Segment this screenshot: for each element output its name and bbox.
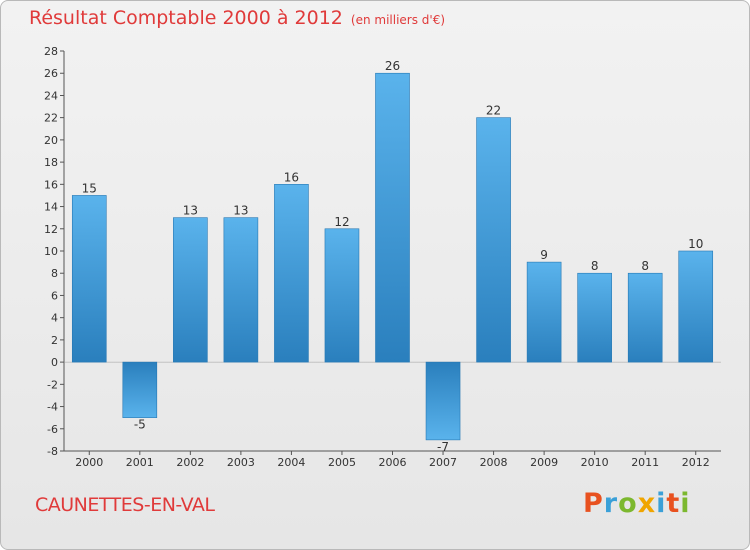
chart-unit: (en milliers d'€)	[350, 13, 446, 27]
value-label-2010: 8	[591, 259, 599, 273]
x-tick-label-2004: 2004	[277, 456, 305, 469]
y-tick-label: -4	[47, 401, 58, 414]
logo-letter: i	[680, 488, 691, 519]
y-tick-label: 22	[44, 112, 58, 125]
value-label-2003: 13	[233, 204, 248, 218]
x-tick-label-2006: 2006	[379, 456, 407, 469]
bar-2000	[71, 195, 107, 363]
commune-name: CAUNETTES-EN-VAL	[35, 494, 215, 516]
y-tick-label: 12	[44, 223, 58, 236]
y-tick-label: -8	[47, 445, 58, 458]
bar-2002	[173, 217, 208, 363]
y-tick-label: 24	[44, 89, 58, 102]
x-tick-label-2011: 2011	[631, 456, 659, 469]
value-label-2000: 15	[82, 181, 97, 195]
y-tick-label: -2	[47, 378, 58, 391]
value-label-2006: 26	[385, 59, 400, 73]
y-tick-label: 20	[44, 134, 58, 147]
y-tick-label: 28	[44, 45, 58, 58]
bar-2006	[375, 72, 410, 363]
logo-letter: i	[656, 488, 667, 519]
logo-letter: x	[637, 488, 657, 519]
x-tick-label-2000: 2000	[75, 456, 103, 469]
y-tick-label: 18	[44, 156, 58, 169]
proxiti-logo[interactable]: Proxiti	[583, 488, 691, 519]
y-tick-label: 0	[51, 356, 58, 369]
y-tick-label: 4	[51, 312, 58, 325]
bar-2011	[627, 272, 663, 363]
logo-letter: P	[583, 488, 604, 519]
value-label-2005: 12	[334, 215, 349, 229]
bar-2001	[122, 361, 158, 418]
value-label-2007: -7	[437, 440, 449, 454]
chart-title-text: Résultat Comptable 2000 à 2012	[29, 7, 343, 29]
bar-2003	[223, 217, 259, 363]
y-tick-label: 2	[51, 334, 58, 347]
x-tick-label-2002: 2002	[176, 456, 204, 469]
x-tick-label-2008: 2008	[480, 456, 508, 469]
chart-title: Résultat Comptable 2000 à 2012 (en millie…	[29, 7, 445, 29]
bar-2012	[678, 250, 714, 363]
x-tick-label-2010: 2010	[581, 456, 609, 469]
x-tick-label-2003: 2003	[227, 456, 255, 469]
value-label-2004: 16	[284, 170, 299, 184]
bar-2005	[324, 228, 360, 363]
x-tick-label-2007: 2007	[429, 456, 457, 469]
y-tick-label: 10	[44, 245, 58, 258]
bar-2010	[577, 272, 612, 363]
x-tick-label-2009: 2009	[530, 456, 558, 469]
y-tick-label: -6	[47, 423, 58, 436]
bar-2008	[476, 117, 511, 363]
x-tick-label-2005: 2005	[328, 456, 356, 469]
y-tick-label: 8	[51, 267, 58, 280]
y-tick-label: 16	[44, 178, 58, 191]
logo-letter: o	[618, 488, 638, 519]
y-tick-label: 14	[44, 201, 58, 214]
value-label-2002: 13	[183, 204, 198, 218]
value-label-2009: 9	[540, 248, 548, 262]
value-label-2001: -5	[134, 418, 146, 432]
bar-2009	[526, 261, 562, 363]
y-tick-label: 6	[51, 289, 58, 302]
value-label-2011: 8	[641, 259, 649, 273]
x-tick-label-2012: 2012	[682, 456, 710, 469]
x-tick-label-2001: 2001	[126, 456, 154, 469]
bar-2007	[425, 361, 461, 441]
bar-2004	[274, 184, 309, 363]
value-label-2008: 22	[486, 104, 501, 118]
y-tick-label: 26	[44, 67, 58, 80]
logo-letter: t	[666, 488, 681, 519]
value-label-2012: 10	[688, 237, 703, 251]
logo-letter: r	[603, 488, 619, 519]
